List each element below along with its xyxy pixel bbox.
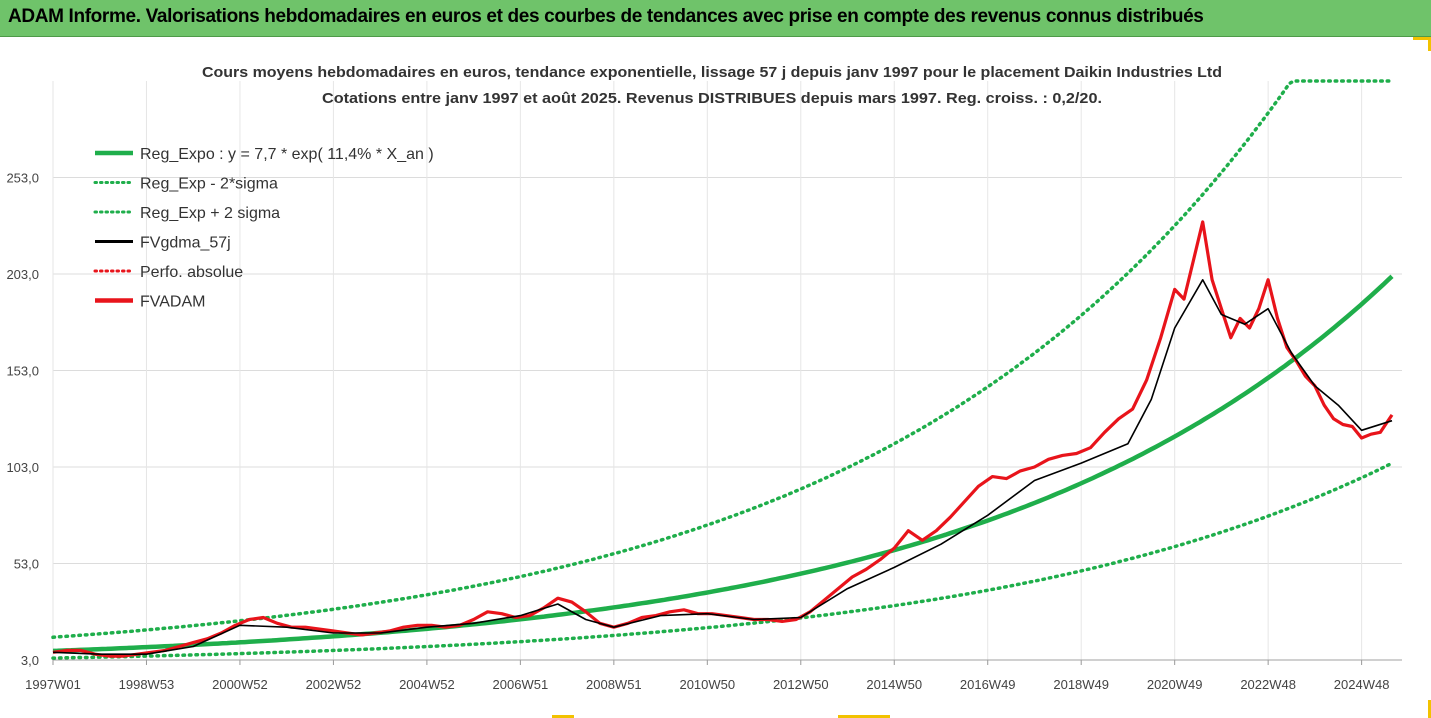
legend-label: FVgdma_57j <box>140 235 231 252</box>
x-tick-label: 2010W50 <box>679 677 735 692</box>
x-tick-label: 2004W52 <box>399 677 455 692</box>
reg-exp-plus-2-sigma-line <box>51 79 1394 640</box>
y-tick-label: 203,0 <box>6 267 39 282</box>
corner-accent-bottom-mid2 <box>838 715 890 718</box>
x-tick-label: 2006W51 <box>493 677 549 692</box>
fvadam-line <box>52 220 1394 658</box>
legend: Reg_Expo : y = 7,7 * exp( 11,4% * X_an )… <box>93 146 434 311</box>
x-tick-label: 2016W49 <box>960 677 1016 692</box>
y-tick-label: 253,0 <box>6 171 39 186</box>
y-tick-label: 53,0 <box>14 557 39 572</box>
chart-title: Cours moyens hebdomadaires en euros, ten… <box>202 64 1222 81</box>
legend-label: Reg_Expo : y = 7,7 * exp( 11,4% * X_an ) <box>140 146 434 163</box>
x-tick-label: 2008W51 <box>586 677 642 692</box>
corner-accent-bottom-mid1 <box>552 715 574 718</box>
fvgdma-57j-line <box>52 279 1393 655</box>
x-tick-label: 1997W01 <box>25 677 81 692</box>
series-area <box>51 79 1394 660</box>
x-tick-label: 2020W49 <box>1147 677 1203 692</box>
x-tick-label: 2012W50 <box>773 677 829 692</box>
x-tick-label: 1998W53 <box>119 677 175 692</box>
chart-subtitle: Cotations entre janv 1997 et août 2025. … <box>322 90 1102 107</box>
legend-label: Reg_Exp - 2*sigma <box>140 176 278 193</box>
corner-accent-top-right-v <box>1428 37 1431 51</box>
y-tick-label: 153,0 <box>6 364 39 379</box>
grid <box>52 81 1402 661</box>
x-tick-label: 2022W48 <box>1240 677 1296 692</box>
reg-exp-minus-2-sigma-line <box>51 461 1394 660</box>
corner-accent-bottom-right <box>1428 700 1431 718</box>
x-tick-label: 2014W50 <box>866 677 922 692</box>
reg-expo-line <box>52 274 1394 654</box>
legend-label: FVADAM <box>140 294 205 311</box>
legend-label: Perfo. absolue <box>140 264 243 281</box>
axes: 3,0 53,0 103,0 153,0 203,0 253,0 1997W01 1998W5… <box>6 171 1402 692</box>
x-tick-label: 2018W49 <box>1053 677 1109 692</box>
corner-accent-top-right-h <box>1413 37 1431 40</box>
header-banner: ADAM Informe. Valorisations hebdomadaire… <box>0 0 1431 37</box>
chart: 3,0 53,0 103,0 153,0 203,0 253,0 1997W01 1998W5… <box>6 64 1402 692</box>
y-tick-label: 3,0 <box>21 653 39 668</box>
x-tick-label: 2024W48 <box>1334 677 1390 692</box>
x-tick-label: 2002W52 <box>306 677 362 692</box>
banner-title: ADAM Informe. Valorisations hebdomadaire… <box>8 6 1204 27</box>
legend-label: Reg_Exp + 2 sigma <box>140 205 280 222</box>
y-tick-label: 103,0 <box>6 460 39 475</box>
x-tick-label: 2000W52 <box>212 677 268 692</box>
